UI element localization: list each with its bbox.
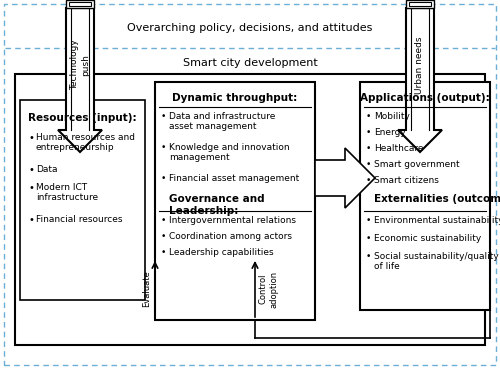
Text: •: •: [161, 216, 166, 225]
Text: Technology
push: Technology push: [70, 39, 90, 90]
Text: Financial resources: Financial resources: [36, 215, 122, 224]
FancyBboxPatch shape: [409, 2, 431, 6]
Text: •: •: [366, 128, 372, 137]
Text: Financial asset management: Financial asset management: [169, 174, 299, 183]
Text: Environmental sustainability: Environmental sustainability: [374, 216, 500, 225]
Text: Dynamic throughput:: Dynamic throughput:: [172, 93, 298, 103]
Text: •: •: [28, 133, 34, 143]
Text: Data: Data: [36, 165, 58, 174]
Text: Knowledge and innovation
management: Knowledge and innovation management: [169, 143, 290, 162]
Text: •: •: [366, 144, 372, 153]
Text: •: •: [161, 232, 166, 241]
Text: •: •: [366, 112, 372, 121]
FancyBboxPatch shape: [406, 0, 434, 8]
FancyBboxPatch shape: [69, 2, 91, 6]
Text: •: •: [161, 143, 166, 152]
FancyBboxPatch shape: [4, 4, 496, 365]
Text: Overarching policy, decisions, and attitudes: Overarching policy, decisions, and attit…: [128, 23, 372, 33]
FancyBboxPatch shape: [20, 100, 145, 300]
Text: Smart citizens: Smart citizens: [374, 176, 439, 185]
Text: •: •: [366, 216, 372, 225]
Text: Urban needs: Urban needs: [416, 36, 424, 94]
Text: •: •: [28, 215, 34, 225]
Text: •: •: [161, 112, 166, 121]
Text: •: •: [28, 183, 34, 193]
FancyBboxPatch shape: [66, 0, 94, 8]
Polygon shape: [398, 8, 442, 152]
Text: Energy: Energy: [374, 128, 406, 137]
Text: •: •: [366, 252, 372, 261]
Text: Control
adoption: Control adoption: [259, 270, 278, 308]
Text: Externalities (outcome):: Externalities (outcome):: [374, 194, 500, 204]
Text: Human resources and
entrepreneurship: Human resources and entrepreneurship: [36, 133, 135, 152]
Text: Mobility: Mobility: [374, 112, 410, 121]
Text: •: •: [366, 176, 372, 185]
Text: Smart city development: Smart city development: [182, 58, 318, 68]
Text: Healthcare: Healthcare: [374, 144, 424, 153]
Text: Intergovernmental relations: Intergovernmental relations: [169, 216, 296, 225]
FancyBboxPatch shape: [155, 82, 315, 320]
Text: Resources (input):: Resources (input):: [28, 113, 137, 123]
Text: Modern ICT
infrastructure: Modern ICT infrastructure: [36, 183, 98, 203]
Text: •: •: [161, 174, 166, 183]
Text: Smart government: Smart government: [374, 160, 460, 169]
Text: Data and infrastructure
asset management: Data and infrastructure asset management: [169, 112, 276, 131]
Text: Applications (output):: Applications (output):: [360, 93, 490, 103]
Text: •: •: [366, 234, 372, 243]
Text: •: •: [28, 165, 34, 175]
FancyBboxPatch shape: [360, 82, 490, 310]
Text: Economic sustainability: Economic sustainability: [374, 234, 481, 243]
FancyBboxPatch shape: [15, 74, 485, 345]
Text: Evaluate: Evaluate: [142, 270, 151, 307]
Text: •: •: [161, 248, 166, 257]
Text: •: •: [366, 160, 372, 169]
Polygon shape: [315, 148, 375, 208]
Text: Social sustainability/quality
of life: Social sustainability/quality of life: [374, 252, 499, 272]
Text: Leadership capabilities: Leadership capabilities: [169, 248, 274, 257]
Polygon shape: [58, 8, 102, 152]
Text: Governance and
Leadership:: Governance and Leadership:: [169, 194, 264, 215]
Text: Coordination among actors: Coordination among actors: [169, 232, 292, 241]
